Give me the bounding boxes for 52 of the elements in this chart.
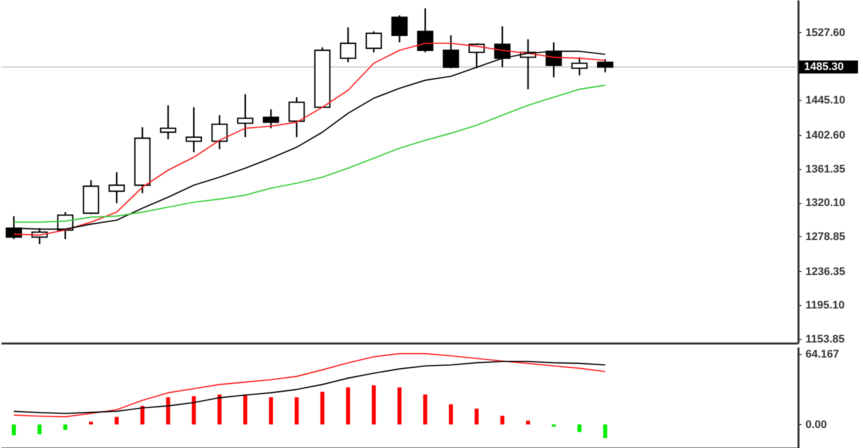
bar bbox=[552, 424, 556, 427]
bar bbox=[218, 394, 222, 424]
candlestick bbox=[211, 114, 228, 150]
bar bbox=[577, 424, 582, 432]
y-tick-label: 64.167 bbox=[806, 348, 840, 360]
candlestick bbox=[288, 96, 305, 138]
bar bbox=[448, 404, 453, 424]
bar bbox=[500, 416, 504, 424]
ref-line-label: 1485.30 bbox=[804, 61, 844, 74]
bar bbox=[114, 416, 119, 424]
bar bbox=[294, 397, 299, 424]
candlestick bbox=[417, 8, 434, 54]
y-tick-label: 1320.10 bbox=[806, 197, 846, 210]
bar bbox=[243, 394, 248, 424]
line-series bbox=[13, 360, 606, 414]
bar bbox=[423, 394, 428, 424]
candlestick bbox=[597, 58, 614, 74]
bar bbox=[166, 397, 170, 424]
bar bbox=[88, 422, 93, 424]
bar bbox=[268, 397, 273, 424]
candlestick bbox=[186, 106, 202, 153]
bar bbox=[346, 387, 350, 424]
candlestick bbox=[262, 108, 280, 130]
y-tick-label: 1195.10 bbox=[806, 300, 845, 312]
bar bbox=[12, 424, 16, 436]
bar bbox=[63, 424, 68, 430]
y-tick-label: 1361.35 bbox=[806, 163, 846, 176]
bar bbox=[526, 420, 530, 424]
y-tick-label: 1527.60 bbox=[806, 26, 846, 39]
line-series bbox=[13, 353, 606, 418]
candlestick bbox=[442, 34, 460, 70]
bar bbox=[603, 424, 608, 438]
y-tick-label: 1278.85 bbox=[806, 230, 846, 243]
bar bbox=[474, 408, 479, 424]
bar bbox=[372, 385, 376, 424]
candlestick bbox=[108, 171, 125, 204]
bar bbox=[320, 392, 324, 424]
candlestick bbox=[340, 26, 356, 64]
bar bbox=[140, 406, 144, 424]
y-tick-label: 1402.60 bbox=[806, 129, 846, 142]
candlestick bbox=[391, 14, 408, 44]
y-tick-label: 0.00 bbox=[806, 418, 827, 431]
candlestick bbox=[160, 104, 176, 140]
candlestick bbox=[237, 94, 254, 138]
bar bbox=[38, 424, 42, 434]
y-tick-label: 1236.35 bbox=[806, 266, 846, 278]
bar bbox=[192, 396, 196, 424]
y-tick-label: 1153.85 bbox=[806, 334, 845, 346]
candlestick bbox=[571, 56, 588, 76]
candlestick bbox=[366, 30, 382, 54]
bar bbox=[398, 387, 402, 424]
y-tick-label: 1445.10 bbox=[806, 94, 846, 107]
